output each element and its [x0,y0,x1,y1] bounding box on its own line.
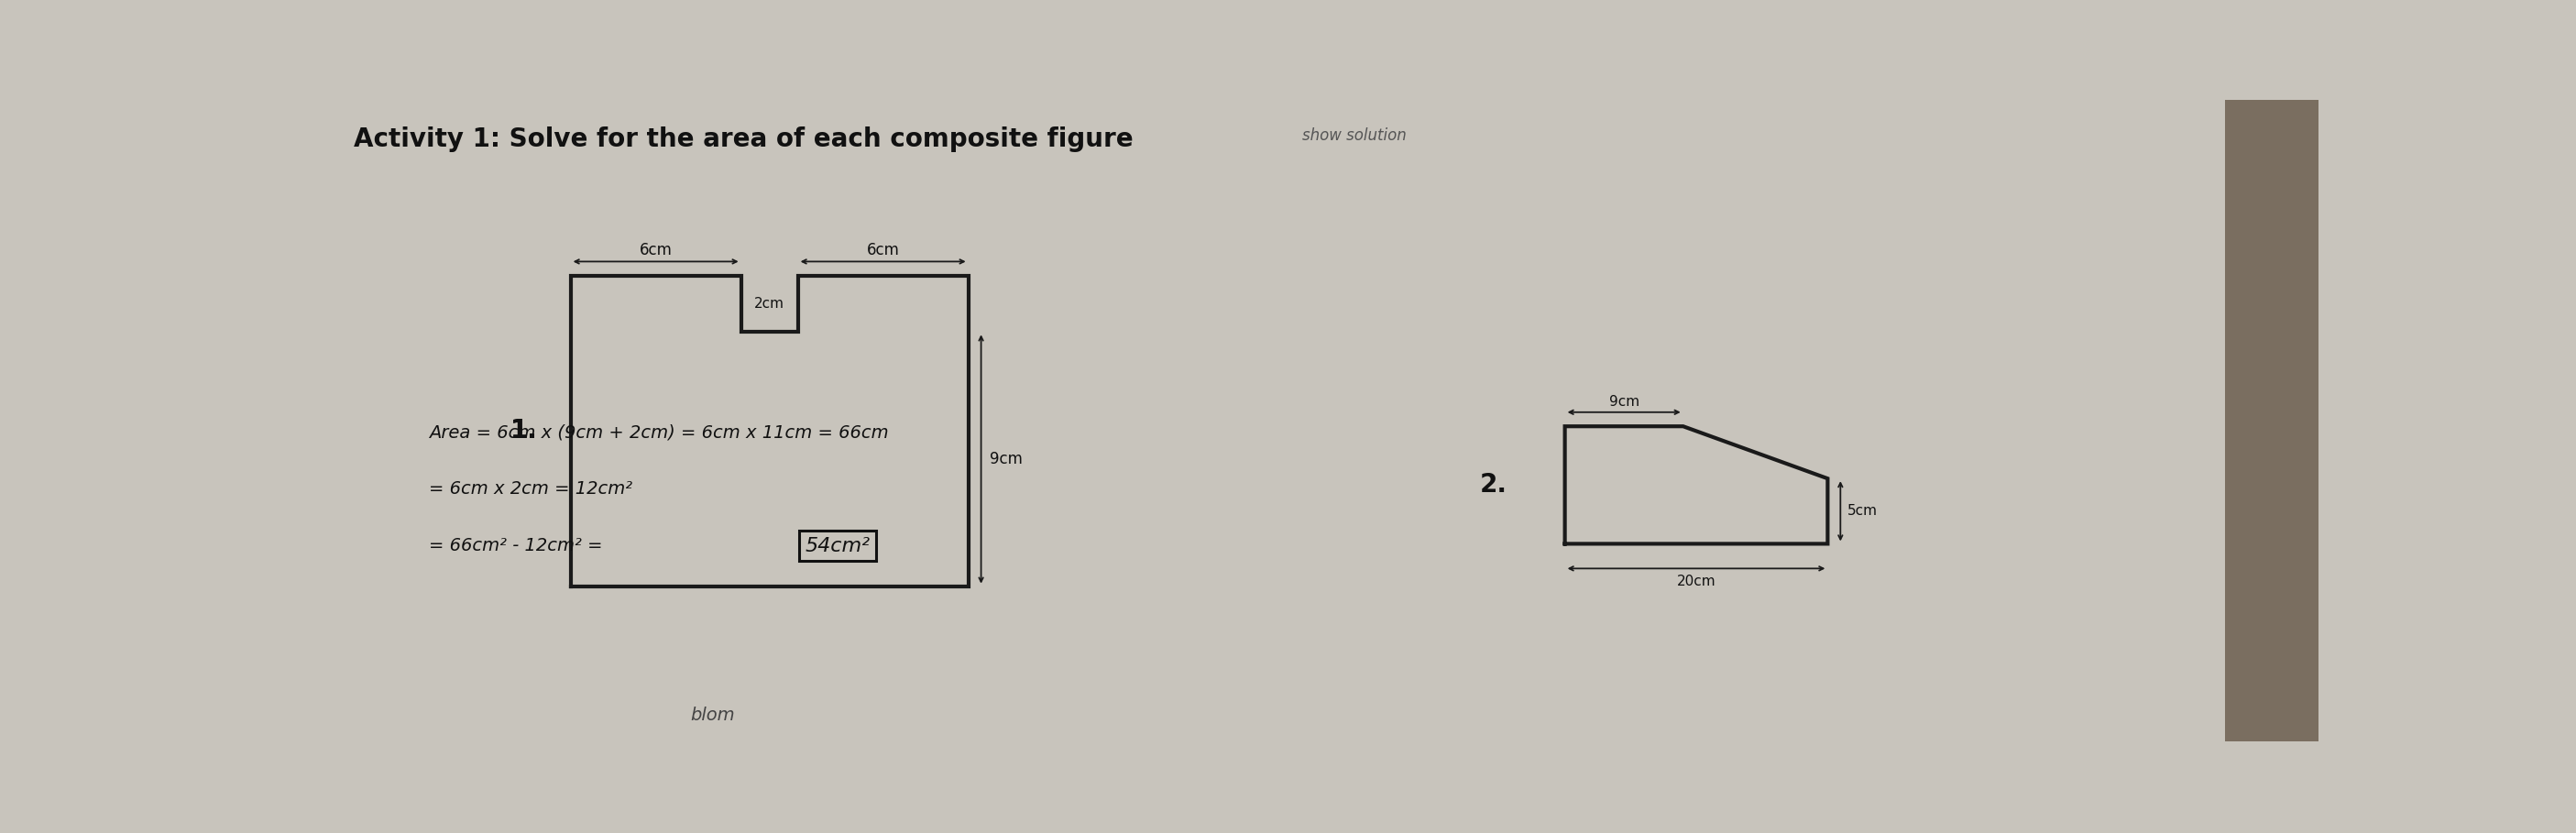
Text: = 66cm² - 12cm² =: = 66cm² - 12cm² = [428,536,603,554]
Text: 9cm: 9cm [1610,395,1638,409]
Text: 6cm: 6cm [866,242,899,258]
Bar [2226,100,2318,741]
Text: = 6cm x 2cm = 12cm²: = 6cm x 2cm = 12cm² [428,481,631,497]
Text: Area = 6cm x (9cm + 2cm) = 6cm x 11cm = 66cm: Area = 6cm x (9cm + 2cm) = 6cm x 11cm = … [428,424,889,441]
Text: Activity 1: Solve for the area of each composite figure: Activity 1: Solve for the area of each c… [353,126,1133,152]
Text: 1.: 1. [510,418,538,444]
Text: 2cm: 2cm [755,297,786,311]
Text: 5cm: 5cm [1847,504,1878,518]
Text: 6cm: 6cm [639,242,672,258]
Text: 20cm: 20cm [1677,574,1716,588]
Text: 1.: 1. [510,418,538,444]
Text: 9cm: 9cm [989,451,1023,467]
Text: 54cm²: 54cm² [804,536,871,555]
Text: 2.: 2. [1481,472,1507,498]
Text: blom: blom [690,706,734,724]
Text: show solution: show solution [1301,127,1406,144]
